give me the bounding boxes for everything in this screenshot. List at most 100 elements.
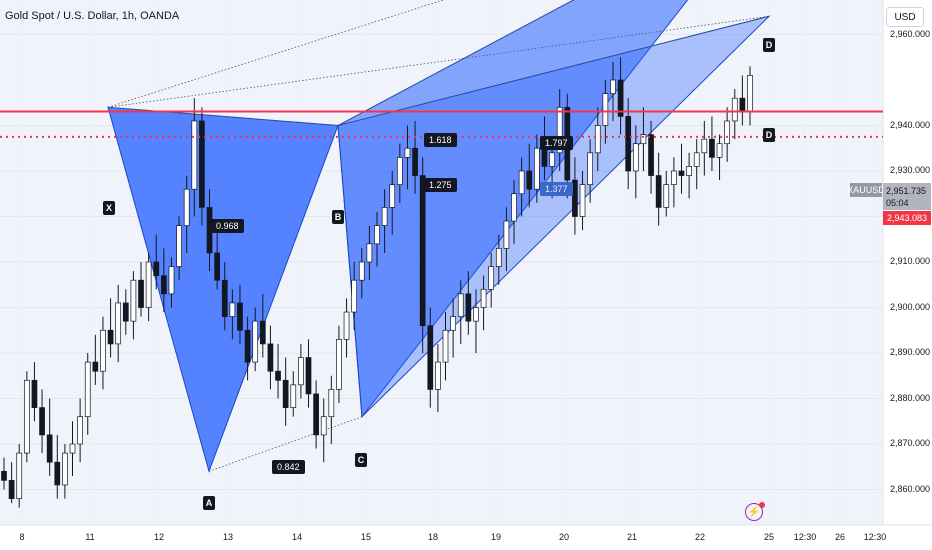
candle-body: [23, 379, 30, 454]
ratio-label-xb[interactable]: 0.968: [211, 219, 244, 233]
candle-body: [100, 329, 106, 372]
candle-body: [168, 266, 175, 295]
candle-body: [503, 220, 510, 249]
point-label-c[interactable]: C: [355, 453, 367, 467]
time-tick-label: 14: [291, 532, 303, 542]
lightning-bolt-icon[interactable]: ⚡: [745, 502, 765, 521]
point-label-x[interactable]: X: [103, 201, 115, 215]
candle-body: [632, 143, 639, 172]
candle-body: [518, 170, 525, 195]
candle-body: [709, 138, 715, 158]
candle-body: [77, 416, 83, 445]
price-tick-label: 2,960.000: [890, 28, 931, 39]
candle-body: [229, 302, 236, 317]
candle-body: [138, 279, 144, 308]
candle-body: [602, 93, 609, 126]
time-tick-label: 25: [763, 532, 775, 542]
candle-body: [320, 416, 327, 436]
candle-body: [328, 389, 335, 418]
candle-body: [594, 125, 601, 154]
candle-body: [724, 120, 731, 145]
candle-body: [412, 147, 418, 176]
price-tick-label: 2,880.000: [890, 392, 931, 403]
candle-body: [625, 116, 632, 172]
candle-body: [655, 175, 662, 208]
candle-body: [693, 152, 700, 167]
price-tick-label: 2,860.000: [890, 483, 931, 494]
time-tick-label: 12:30: [863, 532, 887, 542]
candle-body: [374, 225, 380, 245]
candle-body: [244, 329, 251, 363]
candle-body: [8, 480, 15, 499]
candle-body: [252, 320, 259, 363]
ratio-label-xd-lower[interactable]: 1.275: [424, 178, 457, 192]
point-label-a[interactable]: A: [203, 496, 215, 510]
candle-body: [640, 134, 647, 145]
candle-body: [282, 379, 289, 408]
candle-body: [511, 193, 517, 222]
candle-body: [176, 225, 182, 267]
point-label-b[interactable]: B: [332, 210, 344, 224]
candle-body: [671, 170, 677, 185]
point-label-d-upper[interactable]: D: [763, 38, 775, 52]
ratio-label-bd-upper[interactable]: 1.797: [540, 136, 573, 150]
candle-body: [442, 329, 449, 363]
time-tick-label: 19: [490, 532, 502, 542]
ratio-line-xd-upper: [107, 0, 445, 108]
candle-body: [701, 138, 708, 154]
ratio-label-bd-lower[interactable]: 1.377: [540, 182, 573, 196]
point-label-d-lower[interactable]: D: [763, 128, 775, 142]
candle-body: [389, 184, 396, 208]
ratio-line-bd-lower: [337, 15, 770, 126]
candle-body: [465, 293, 472, 322]
price-tick-label: 2,870.000: [890, 438, 931, 448]
currency-button[interactable]: USD: [886, 7, 924, 27]
candle-body: [534, 147, 540, 190]
last-price-tag: 2,951.735 05:04: [883, 183, 931, 210]
candle-body: [473, 307, 479, 322]
candle-body: [16, 452, 23, 499]
candle-body: [488, 266, 495, 290]
candle-body: [556, 106, 563, 154]
candle-body: [336, 339, 342, 390]
candle-body: [199, 120, 205, 208]
candle-body: [214, 252, 220, 281]
candle-body: [366, 243, 373, 263]
ratio-line-ac: [208, 416, 363, 472]
candle-body: [739, 97, 746, 113]
candle-body: [404, 147, 411, 158]
candle-body: [587, 152, 593, 186]
candle-body: [572, 179, 578, 217]
candle-body: [275, 370, 281, 381]
candle-body: [153, 261, 160, 276]
ratio-label-xd-upper[interactable]: 1.618: [424, 133, 457, 147]
candle-body: [54, 461, 61, 486]
time-tick-label: 13: [222, 532, 234, 542]
candle-body: [617, 79, 624, 117]
candle-body: [450, 316, 456, 331]
candle-body: [419, 175, 426, 327]
last-price-value: 2,951.735: [886, 186, 927, 196]
candle-body: [549, 152, 555, 167]
candle-body: [305, 357, 312, 395]
candle-body: [678, 170, 685, 176]
candle-body: [84, 361, 91, 418]
candle-body: [145, 261, 152, 308]
candle-body: [122, 302, 129, 322]
candle-body: [115, 302, 122, 345]
candle-body: [648, 134, 654, 176]
time-tick-label: 20: [558, 532, 570, 542]
candle-body: [1, 470, 7, 481]
candle-body: [31, 379, 38, 408]
candle-body: [290, 384, 297, 408]
candle-body: [541, 147, 548, 167]
price-tick-label: 2,910.000: [890, 256, 931, 266]
symbol-title: Gold Spot / U.S. Dollar, 1h, OANDA: [5, 10, 180, 22]
candle-body: [69, 443, 76, 454]
ratio-label-ac[interactable]: 0.842: [272, 460, 305, 474]
candle-body: [381, 207, 388, 226]
candle-body: [686, 166, 692, 176]
candle-body: [358, 261, 365, 281]
